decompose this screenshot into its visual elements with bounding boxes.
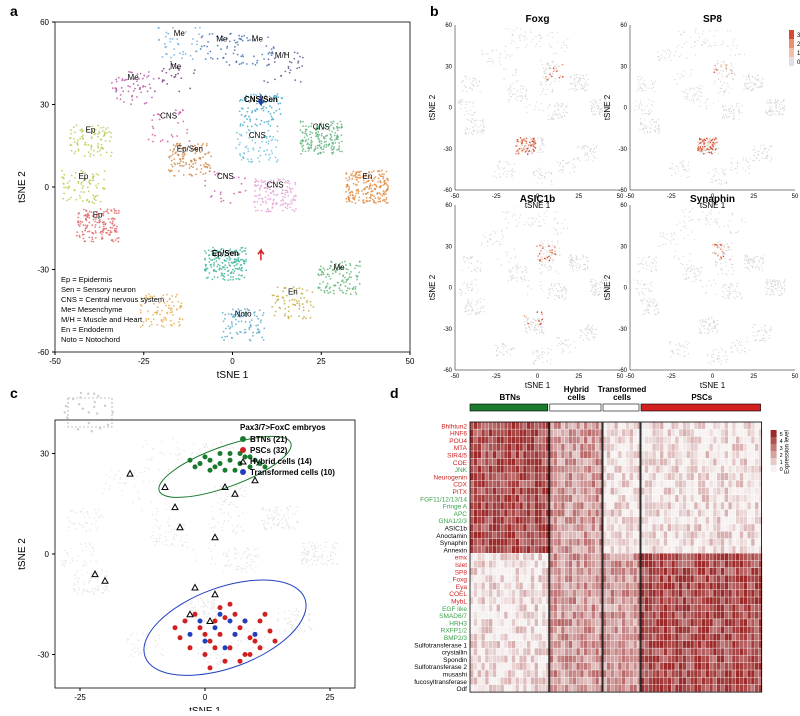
svg-text:En: En [288, 288, 298, 297]
svg-text:Me: Me [333, 263, 345, 272]
svg-text:tSNE 1: tSNE 1 [525, 381, 551, 390]
svg-text:30: 30 [620, 64, 627, 70]
svg-text:0: 0 [45, 183, 50, 192]
svg-text:60: 60 [445, 203, 452, 209]
svg-text:-60: -60 [618, 188, 627, 194]
svg-text:-50: -50 [451, 374, 460, 380]
svg-text:-50: -50 [49, 357, 61, 366]
svg-text:0: 0 [536, 374, 540, 380]
figure-root: a-50-2502550-60-3003060tSNE 1tSNE 2MeMeM… [0, 0, 800, 711]
svg-text:50: 50 [792, 194, 799, 200]
svg-text:CNS: CNS [217, 172, 234, 181]
svg-text:-60: -60 [443, 368, 452, 374]
svg-text:CNS = Central nervous system: CNS = Central nervous system [61, 295, 164, 304]
svg-text:0: 0 [449, 286, 453, 292]
svg-text:0: 0 [230, 357, 235, 366]
svg-text:-25: -25 [492, 194, 501, 200]
svg-text:25: 25 [575, 194, 582, 200]
svg-text:30: 30 [445, 64, 452, 70]
svg-text:ASIC1b: ASIC1b [520, 194, 556, 205]
svg-text:Ep: Ep [79, 172, 89, 181]
svg-text:-25: -25 [492, 374, 501, 380]
svg-text:-30: -30 [443, 327, 452, 333]
svg-text:50: 50 [406, 357, 415, 366]
svg-text:-30: -30 [618, 147, 627, 153]
svg-text:CNS: CNS [249, 131, 266, 140]
svg-text:tSNE 1: tSNE 1 [217, 370, 249, 381]
svg-text:Ep: Ep [93, 211, 103, 220]
svg-text:a: a [10, 3, 18, 19]
figure-svg: a-50-2502550-60-3003060tSNE 1tSNE 2MeMeM… [0, 0, 800, 711]
svg-text:Ep = Epidermis: Ep = Epidermis [61, 275, 112, 284]
svg-text:60: 60 [40, 18, 49, 27]
svg-text:En = Endoderm: En = Endoderm [61, 325, 113, 334]
svg-text:Noto: Noto [235, 310, 252, 319]
svg-text:30: 30 [445, 244, 452, 250]
svg-text:tSNE 2: tSNE 2 [428, 274, 437, 300]
svg-text:Me: Me [174, 29, 186, 38]
svg-text:Foxg: Foxg [526, 14, 550, 25]
svg-text:0: 0 [624, 106, 628, 112]
svg-text:CNS: CNS [313, 123, 330, 132]
svg-text:tSNE 2: tSNE 2 [17, 171, 28, 203]
svg-text:b: b [430, 3, 439, 19]
svg-text:-25: -25 [667, 194, 676, 200]
svg-text:CNS: CNS [160, 112, 177, 121]
svg-text:Ep: Ep [86, 125, 96, 134]
svg-text:25: 25 [750, 194, 757, 200]
svg-text:Me: Me [252, 35, 264, 44]
svg-text:tSNE 2: tSNE 2 [603, 94, 612, 120]
svg-text:Me: Me [128, 73, 140, 82]
svg-text:Noto = Notochord: Noto = Notochord [61, 335, 120, 344]
svg-text:60: 60 [445, 23, 452, 29]
svg-text:Ep/Sen: Ep/Sen [177, 145, 203, 154]
svg-text:M/H: M/H [275, 51, 290, 60]
svg-text:tSNE 2: tSNE 2 [428, 94, 437, 120]
svg-text:Me= Mesenchyme: Me= Mesenchyme [61, 305, 122, 314]
svg-text:50: 50 [617, 374, 624, 380]
svg-text:Synaphin: Synaphin [690, 194, 735, 205]
svg-text:25: 25 [317, 357, 326, 366]
svg-text:Sen = Sensory neuron: Sen = Sensory neuron [61, 285, 136, 294]
svg-text:60: 60 [620, 23, 627, 29]
svg-text:En: En [363, 172, 373, 181]
svg-text:-30: -30 [37, 266, 49, 275]
svg-text:-25: -25 [138, 357, 150, 366]
svg-text:0: 0 [449, 106, 453, 112]
svg-text:-60: -60 [443, 188, 452, 194]
svg-text:-60: -60 [37, 348, 49, 357]
svg-text:Me: Me [170, 62, 182, 71]
svg-text:30: 30 [40, 101, 49, 110]
svg-text:SP8: SP8 [703, 14, 722, 25]
svg-text:Ep/Sen: Ep/Sen [212, 249, 239, 258]
svg-text:-30: -30 [443, 147, 452, 153]
svg-text:Me: Me [216, 35, 228, 44]
svg-text:CNS: CNS [267, 180, 284, 189]
svg-text:50: 50 [617, 194, 624, 200]
svg-text:-50: -50 [451, 194, 460, 200]
svg-text:-50: -50 [626, 194, 635, 200]
svg-text:25: 25 [575, 374, 582, 380]
svg-text:M/H = Muscle and Heart: M/H = Muscle and Heart [61, 315, 143, 324]
